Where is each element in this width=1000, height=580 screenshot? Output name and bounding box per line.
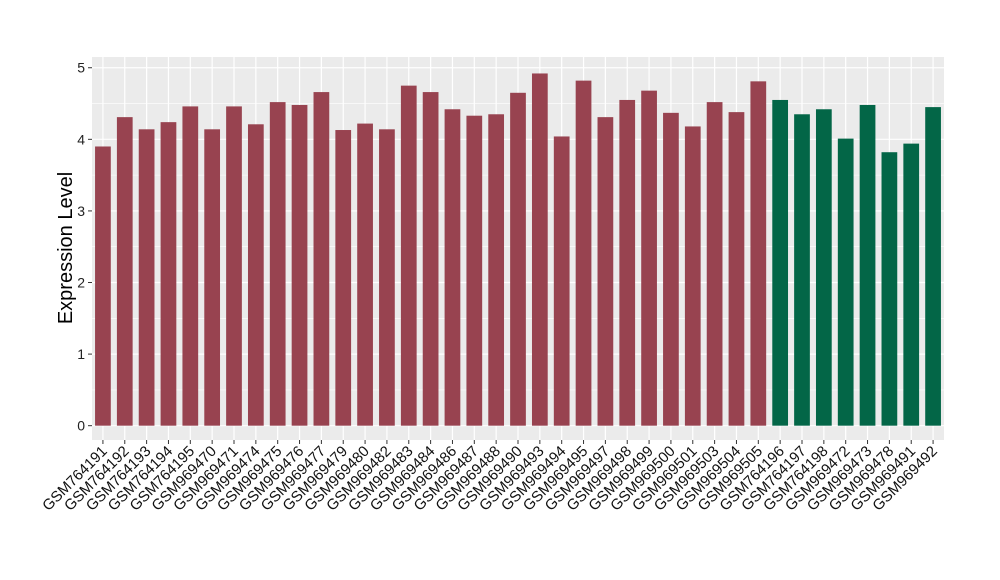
- y-tick-label: 5: [77, 60, 85, 76]
- bar-GSM969505: [750, 81, 767, 426]
- bar-GSM969483: [400, 85, 417, 426]
- bar-GSM969501: [684, 126, 701, 426]
- y-tick-label: 2: [77, 275, 85, 291]
- bar-GSM969476: [291, 104, 308, 426]
- bar-GSM764193: [138, 129, 155, 426]
- bar-GSM969479: [335, 130, 352, 426]
- bar-GSM969495: [575, 80, 592, 426]
- y-axis-title: Expression Level: [55, 172, 77, 324]
- bar-GSM969484: [422, 92, 439, 426]
- bar-GSM969494: [553, 136, 570, 426]
- bar-GSM764196: [772, 99, 789, 426]
- bar-GSM764195: [182, 106, 199, 426]
- bar-GSM969478: [881, 152, 898, 426]
- bar-GSM969477: [313, 92, 330, 426]
- bar-GSM969470: [204, 129, 221, 426]
- y-tick-label: 1: [77, 346, 85, 362]
- bar-GSM969488: [488, 114, 505, 426]
- bar-GSM969500: [663, 112, 679, 426]
- bar-GSM969499: [641, 90, 657, 426]
- bar-GSM969497: [597, 117, 614, 426]
- y-tick-label: 3: [77, 203, 85, 219]
- bars: [95, 73, 941, 426]
- bar-GSM764191: [95, 146, 111, 426]
- bar-GSM764197: [794, 114, 810, 426]
- bar-GSM764192: [116, 117, 133, 426]
- bar-GSM969487: [466, 115, 483, 426]
- bar-GSM969491: [903, 143, 920, 426]
- y-tick-label: 4: [77, 131, 85, 147]
- bar-GSM969503: [706, 102, 723, 426]
- bar-GSM969482: [379, 129, 395, 426]
- x-axis: GSM764191GSM764192GSM764193GSM764194GSM7…: [39, 440, 941, 514]
- bar-GSM969498: [619, 99, 636, 426]
- y-tick-label: 0: [77, 418, 85, 434]
- bar-GSM969471: [226, 106, 242, 426]
- bar-GSM969493: [531, 73, 548, 426]
- bar-GSM969486: [444, 109, 461, 426]
- bar-GSM969475: [269, 102, 286, 426]
- bar-GSM969474: [247, 124, 264, 426]
- bar-GSM969472: [837, 138, 854, 426]
- y-axis: 0 1 2 3 4 5: [77, 60, 92, 434]
- bar-GSM764194: [160, 122, 177, 426]
- bar-GSM969490: [510, 92, 526, 426]
- bar-GSM969492: [925, 107, 941, 426]
- bar-GSM969480: [357, 123, 373, 426]
- bar-GSM764198: [815, 109, 832, 426]
- bar-GSM969504: [728, 112, 745, 426]
- bar-GSM969473: [859, 104, 876, 426]
